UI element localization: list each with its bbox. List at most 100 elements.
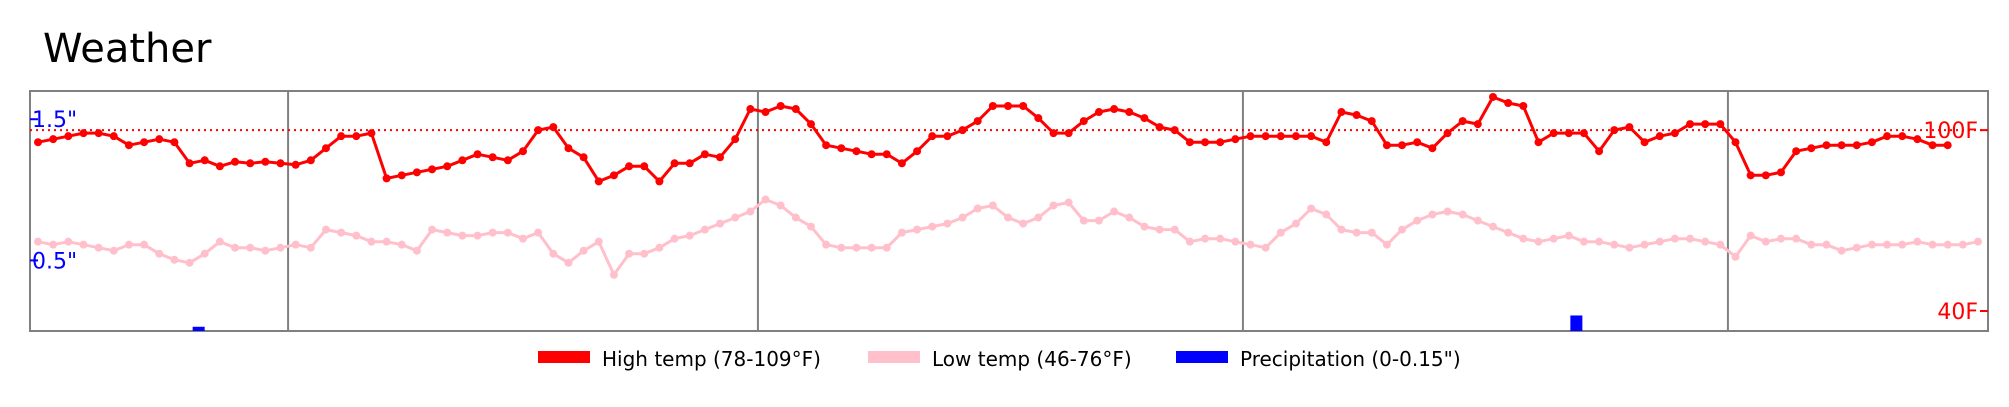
high-temp-point xyxy=(1201,138,1210,147)
low-temp-point xyxy=(246,243,255,252)
low-temp-point xyxy=(1125,213,1134,222)
high-temp-point xyxy=(170,138,179,147)
low-temp-point xyxy=(1686,234,1695,243)
high-temp-point xyxy=(1352,111,1361,120)
high-temp-point xyxy=(564,144,573,153)
low-temp-point xyxy=(761,195,770,204)
low-temp-point xyxy=(1625,243,1634,252)
low-temp-point xyxy=(549,249,558,258)
high-temp-point xyxy=(1625,123,1634,132)
low-temp-point xyxy=(49,240,58,249)
high-temp-point xyxy=(397,171,406,180)
low-temp-point xyxy=(1337,225,1346,234)
high-temp-point xyxy=(64,132,73,141)
high-temp-point xyxy=(261,157,270,166)
low-temp-point xyxy=(1928,240,1937,249)
high-temp-point xyxy=(291,160,300,169)
high-temp-point xyxy=(761,108,770,117)
high-temp-point xyxy=(852,147,861,156)
low-temp-point xyxy=(1867,240,1876,249)
high-temp-point xyxy=(1382,141,1391,150)
low-temp-point xyxy=(1883,240,1892,249)
high-temp-point xyxy=(1867,138,1876,147)
high-temp-point xyxy=(1489,92,1497,101)
high-temp-point xyxy=(1716,120,1725,129)
high-temp-point xyxy=(1731,138,1740,147)
high-temp-point xyxy=(837,144,846,153)
high-temp-point xyxy=(1337,108,1346,117)
high-temp-point xyxy=(1579,129,1588,138)
low-temp-point xyxy=(731,213,740,222)
low-temp-point xyxy=(352,231,361,240)
high-temp-point xyxy=(1413,138,1422,147)
high-temp-point xyxy=(988,102,997,111)
low-temp-point xyxy=(1413,216,1422,225)
low-temp-point xyxy=(1776,234,1785,243)
high-temp-point xyxy=(1004,102,1012,111)
high-temp-point xyxy=(1504,99,1513,107)
low-temp-point xyxy=(1701,237,1710,246)
high-temp-point xyxy=(1519,102,1528,111)
low-temp-point xyxy=(1367,228,1376,237)
low-temp-point xyxy=(321,225,330,234)
high-temp-point xyxy=(49,135,58,144)
high-temp-point xyxy=(1185,138,1194,147)
low-temp-point xyxy=(640,249,649,258)
low-temp-point xyxy=(776,201,785,210)
high-temp-point xyxy=(458,156,467,165)
high-temp-point xyxy=(579,153,588,162)
high-temp-point xyxy=(1534,138,1543,147)
high-temp-point xyxy=(1837,141,1846,150)
high-temp-point xyxy=(1852,141,1861,150)
low-temp-point xyxy=(700,225,709,234)
high-temp-point xyxy=(1428,144,1437,153)
high-temp-point xyxy=(412,168,421,177)
high-temp-point xyxy=(352,132,361,141)
high-temp-point xyxy=(1291,132,1300,141)
low-temp-point xyxy=(625,249,634,258)
high-temp-point xyxy=(1034,114,1043,123)
high-temp-point xyxy=(231,157,240,166)
high-temp-point xyxy=(1746,171,1755,180)
low-temp-point xyxy=(1473,216,1482,225)
low-temp-point xyxy=(1382,240,1391,249)
precip-bar-2 xyxy=(1570,315,1583,331)
low-temp-point xyxy=(1974,237,1982,246)
high-temp-point xyxy=(428,165,437,174)
low-temp-point xyxy=(1398,225,1407,234)
low-temp-point xyxy=(382,237,391,246)
low-temp-point xyxy=(609,270,618,279)
high-temp-point xyxy=(882,150,891,159)
low-temp-point xyxy=(397,240,406,249)
low-temp-point xyxy=(1443,207,1452,216)
low-temp-point xyxy=(276,243,285,252)
low-temp-point xyxy=(655,243,664,252)
low-temp-point xyxy=(231,243,240,252)
high-temp-point xyxy=(1155,123,1164,132)
high-temp-point xyxy=(716,153,725,162)
high-temp-point xyxy=(973,117,982,126)
high-temp-point xyxy=(897,159,906,168)
high-temp-point xyxy=(534,126,543,135)
high-temp-point xyxy=(670,159,679,168)
high-temp-point xyxy=(1125,108,1134,117)
low-temp-point xyxy=(1519,234,1528,243)
low-temp-point xyxy=(1004,213,1012,222)
low-temp-point xyxy=(1352,228,1361,237)
low-temp-point xyxy=(1201,234,1210,243)
low-temp-point xyxy=(1761,237,1770,246)
high-temp-point xyxy=(700,150,709,159)
low-temp-point xyxy=(670,234,679,243)
high-temp-point xyxy=(640,162,649,171)
high-temp-point xyxy=(1443,129,1452,138)
low-temp-point xyxy=(564,258,573,267)
high-temp-point xyxy=(609,171,618,180)
legend-swatch-low xyxy=(868,351,920,363)
high-temp-point xyxy=(200,156,209,165)
high-temp-point xyxy=(1231,135,1240,144)
low-temp-point xyxy=(1670,234,1679,243)
high-temp-point xyxy=(124,141,133,150)
high-temp-point xyxy=(1019,102,1028,111)
low-temp-point xyxy=(685,231,694,240)
